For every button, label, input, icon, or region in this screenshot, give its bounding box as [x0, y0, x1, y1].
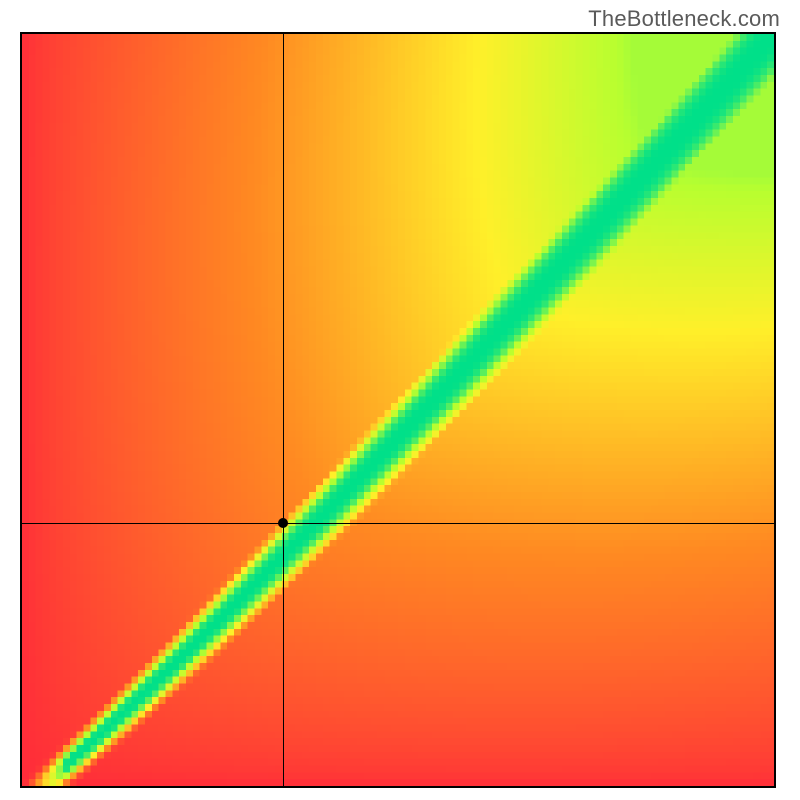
watermark-text: TheBottleneck.com — [588, 6, 780, 32]
heatmap-canvas — [22, 34, 774, 786]
crosshair-marker — [278, 518, 288, 528]
crosshair-vertical — [283, 34, 284, 786]
bottleneck-heatmap — [20, 32, 776, 788]
crosshair-horizontal — [22, 523, 774, 524]
